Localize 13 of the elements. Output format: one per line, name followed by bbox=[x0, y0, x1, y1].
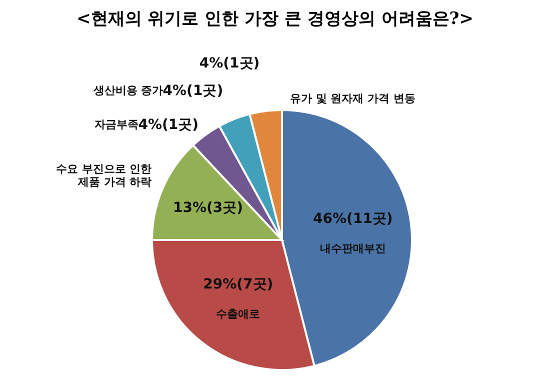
data-label: 4%(1곳) bbox=[138, 117, 199, 134]
slice-label: 자금부족 bbox=[94, 118, 139, 132]
data-label: 4%(1곳) bbox=[162, 83, 224, 100]
data-label: 4%(1곳) bbox=[199, 55, 260, 72]
data-label: 46%(11곳) bbox=[313, 211, 393, 228]
slice-label: 내수판매부진 bbox=[320, 242, 386, 256]
data-label: 29%(7곳) bbox=[203, 276, 274, 292]
slice-label: 수요 부진으로 인한 제품 가격 하락 bbox=[56, 162, 152, 189]
chart-title: <현재의 위기로 인한 가장 큰 경영상의 어려움은?> bbox=[76, 9, 474, 29]
slice-label: 유가 및 원자재 가격 변동 bbox=[290, 92, 416, 106]
slice-label: 생산비용 증가 bbox=[92, 84, 164, 98]
slice-label: 수출애로 bbox=[216, 307, 260, 320]
data-label: 13%(3곳) bbox=[173, 200, 244, 216]
